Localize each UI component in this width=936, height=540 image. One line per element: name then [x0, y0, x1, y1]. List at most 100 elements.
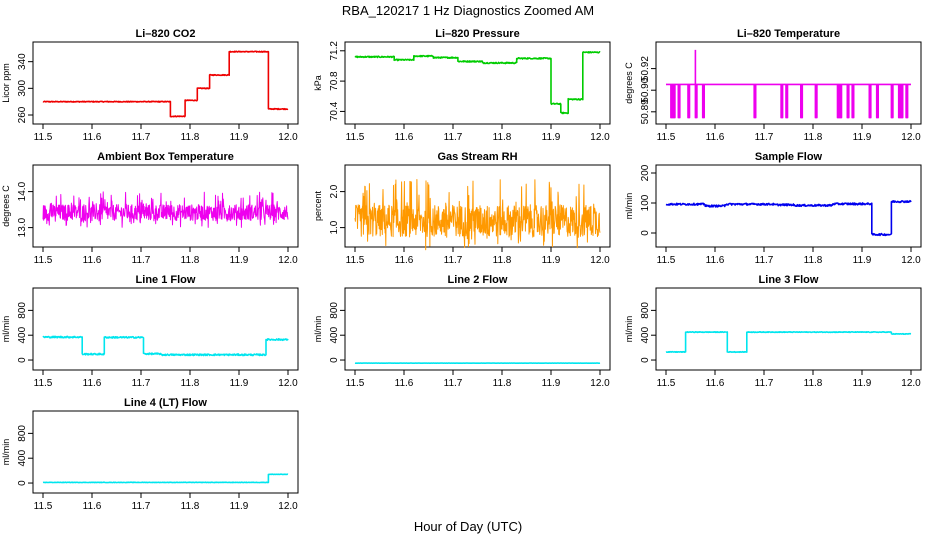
series-line: [354, 179, 601, 251]
x-tick-label: 11.9: [542, 132, 561, 143]
y-tick-label: 400: [329, 326, 340, 343]
y-axis-label: ml/min: [624, 193, 634, 220]
series-line: [354, 51, 601, 115]
series-line: [42, 50, 289, 118]
y-tick-label: 200: [640, 164, 651, 181]
x-tick-label: 11.5: [346, 132, 365, 143]
plot-frame: [655, 287, 922, 371]
y-axis-label: Licor ppm: [1, 63, 11, 103]
x-tick-label: 11.6: [83, 501, 102, 512]
x-tick-label: 11.6: [706, 255, 725, 266]
x-tick-label: 11.7: [132, 132, 151, 143]
x-tick-label: 11.8: [493, 255, 512, 266]
y-tick-label: 70.4: [329, 101, 340, 121]
y-tick-label: 50.89: [640, 99, 651, 124]
x-tick-label: 12.0: [901, 255, 921, 266]
x-tick-label: 11.5: [34, 501, 53, 512]
y-axis-label: degrees C: [1, 185, 11, 227]
x-tick-label: 11.6: [395, 132, 414, 143]
x-tick-label: 11.7: [755, 132, 774, 143]
x-tick-label: 11.9: [853, 132, 872, 143]
y-tick-label: 400: [640, 326, 651, 343]
plot-frame: [32, 164, 299, 248]
x-tick-label: 11.6: [395, 255, 414, 266]
plot-frame: [32, 41, 299, 125]
y-tick-label: 0: [640, 357, 651, 363]
x-tick-label: 11.5: [346, 378, 365, 389]
y-tick-label: 71.2: [329, 41, 340, 61]
x-tick-label: 11.9: [230, 255, 249, 266]
panel-title: Line 4 (LT) Flow: [124, 397, 207, 409]
x-tick-label: 11.6: [395, 378, 414, 389]
y-axis-label: percent: [313, 190, 323, 221]
x-tick-label: 11.5: [346, 255, 365, 266]
x-tick-label: 12.0: [590, 378, 610, 389]
y-axis-label: ml/min: [313, 316, 323, 343]
panel-title: Line 1 Flow: [136, 274, 196, 286]
panel-line-3-flow: Line 3 Flow 11.5 11.6 11.7 11.8 11.9 12.0 0 400 8…: [624, 274, 922, 389]
y-axis-label: ml/min: [624, 316, 634, 343]
x-tick-label: 11.8: [493, 378, 512, 389]
x-tick-label: 11.8: [181, 378, 200, 389]
y-tick-label: 0: [329, 357, 340, 363]
plot-frame: [344, 41, 611, 125]
y-tick-label: 400: [17, 326, 28, 343]
plot-frame: [655, 164, 922, 248]
y-tick-label: 340: [17, 53, 28, 70]
y-tick-label: 14.0: [17, 181, 28, 201]
y-tick-label: 300: [17, 80, 28, 97]
y-tick-label: 400: [17, 449, 28, 466]
x-tick-label: 11.6: [83, 255, 102, 266]
x-tick-label: 11.6: [706, 378, 725, 389]
panel-title: Line 3 Flow: [759, 274, 819, 286]
y-axis-label: kPa: [313, 75, 323, 91]
panels: Li–820 CO2 11.5 11.6 11.7 11.8 11.9 12.0 260 300…: [1, 28, 922, 512]
x-tick-label: 11.9: [230, 132, 249, 143]
plot-frame: [344, 287, 611, 371]
y-tick-label: 50.90: [640, 77, 651, 102]
y-tick-label: 0: [17, 357, 28, 363]
x-tick-label: 11.5: [34, 378, 53, 389]
plot-frame: [32, 287, 299, 371]
series-line: [666, 49, 911, 119]
panel-li-820-temperature: Li–820 Temperature 11.5 11.6 11.7 11.8 11.9 12…: [624, 28, 922, 143]
x-tick-label: 12.0: [278, 501, 298, 512]
series-line: [665, 331, 912, 354]
x-tick-label: 11.7: [444, 255, 463, 266]
x-tick-label: 11.7: [444, 378, 463, 389]
x-tick-label: 11.5: [657, 378, 676, 389]
x-tick-label: 12.0: [590, 255, 610, 266]
x-tick-label: 12.0: [278, 378, 298, 389]
panel-title: Line 2 Flow: [448, 274, 508, 286]
series-line: [42, 335, 289, 357]
x-tick-label: 11.8: [493, 132, 512, 143]
x-tick-label: 11.8: [181, 501, 200, 512]
y-tick-label: 100: [640, 194, 651, 211]
figure-xlabel: Hour of Day (UTC): [414, 519, 522, 534]
y-tick-label: 50.92: [640, 56, 651, 81]
x-tick-label: 11.8: [181, 255, 200, 266]
series-line: [42, 473, 289, 484]
y-tick-label: 13.0: [17, 217, 28, 237]
panel-ambient-box-temperature: Ambient Box Temperature 11.5 11.6 11.7 11.8 1…: [1, 151, 299, 266]
x-tick-label: 11.8: [804, 132, 823, 143]
x-tick-label: 11.9: [542, 378, 561, 389]
panel-title: Sample Flow: [755, 151, 823, 163]
x-tick-label: 12.0: [901, 132, 921, 143]
x-tick-label: 11.8: [804, 378, 823, 389]
y-axis-label: ml/min: [1, 439, 11, 466]
panel-line-4-lt-flow: Line 4 (LT) Flow 11.5 11.6 11.7 11.8 11.9 12.0…: [1, 397, 299, 512]
x-tick-label: 11.9: [230, 378, 249, 389]
x-tick-label: 11.7: [444, 132, 463, 143]
y-tick-label: 70.8: [329, 71, 340, 91]
panel-line-1-flow: Line 1 Flow 11.5 11.6 11.7 11.8 11.9 12.0 0 400 8…: [1, 274, 299, 389]
y-tick-label: 1.0: [329, 220, 340, 234]
series-line: [665, 199, 912, 237]
y-tick-label: 800: [329, 302, 340, 319]
x-tick-label: 11.6: [706, 132, 725, 143]
x-tick-label: 11.9: [853, 378, 872, 389]
y-tick-label: 800: [640, 302, 651, 319]
x-tick-label: 11.7: [132, 501, 151, 512]
y-tick-label: 800: [17, 302, 28, 319]
x-tick-label: 12.0: [901, 378, 921, 389]
